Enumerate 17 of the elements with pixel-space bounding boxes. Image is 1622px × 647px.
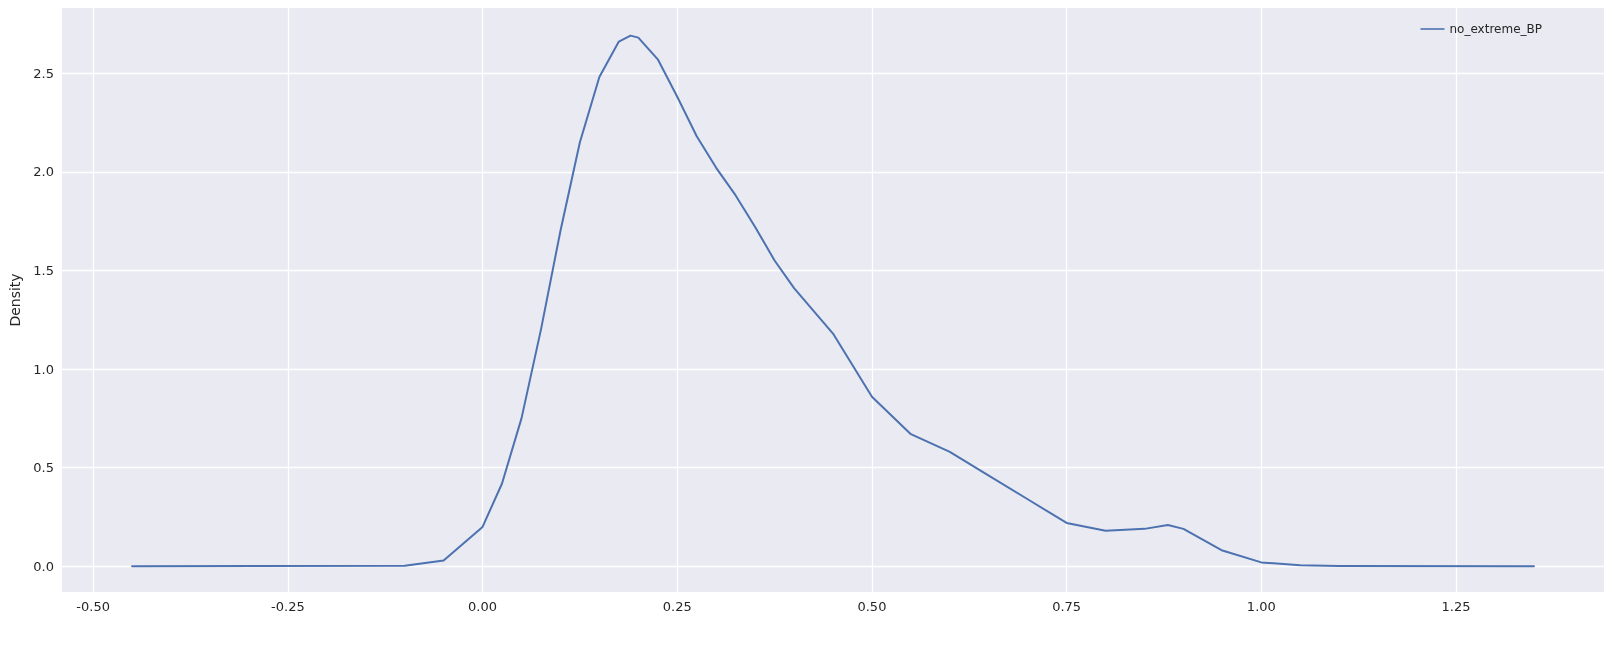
x-tick-label: 1.25 bbox=[1441, 599, 1471, 614]
y-tick-label: 2.0 bbox=[33, 164, 54, 180]
y-tick-label: 0.0 bbox=[33, 558, 54, 574]
y-tick-label: 1.5 bbox=[33, 262, 54, 278]
x-tick-label: 0.25 bbox=[662, 599, 692, 614]
y-tick-label: 2.5 bbox=[33, 65, 54, 81]
legend-label: no_extreme_BP bbox=[1449, 22, 1543, 36]
x-tick-label: -0.50 bbox=[76, 599, 110, 614]
x-tick-label: 1.00 bbox=[1246, 599, 1276, 614]
y-tick-label: 0.5 bbox=[33, 460, 54, 476]
x-tick-label: -0.25 bbox=[271, 599, 305, 614]
x-tick-label: 0.00 bbox=[468, 599, 498, 614]
y-tick-label: 1.0 bbox=[33, 361, 54, 377]
x-tick-label: 0.50 bbox=[857, 599, 887, 614]
line-series bbox=[131, 34, 1535, 568]
x-tick-label: 0.75 bbox=[1052, 599, 1082, 614]
y-axis-title: Density bbox=[7, 273, 23, 327]
